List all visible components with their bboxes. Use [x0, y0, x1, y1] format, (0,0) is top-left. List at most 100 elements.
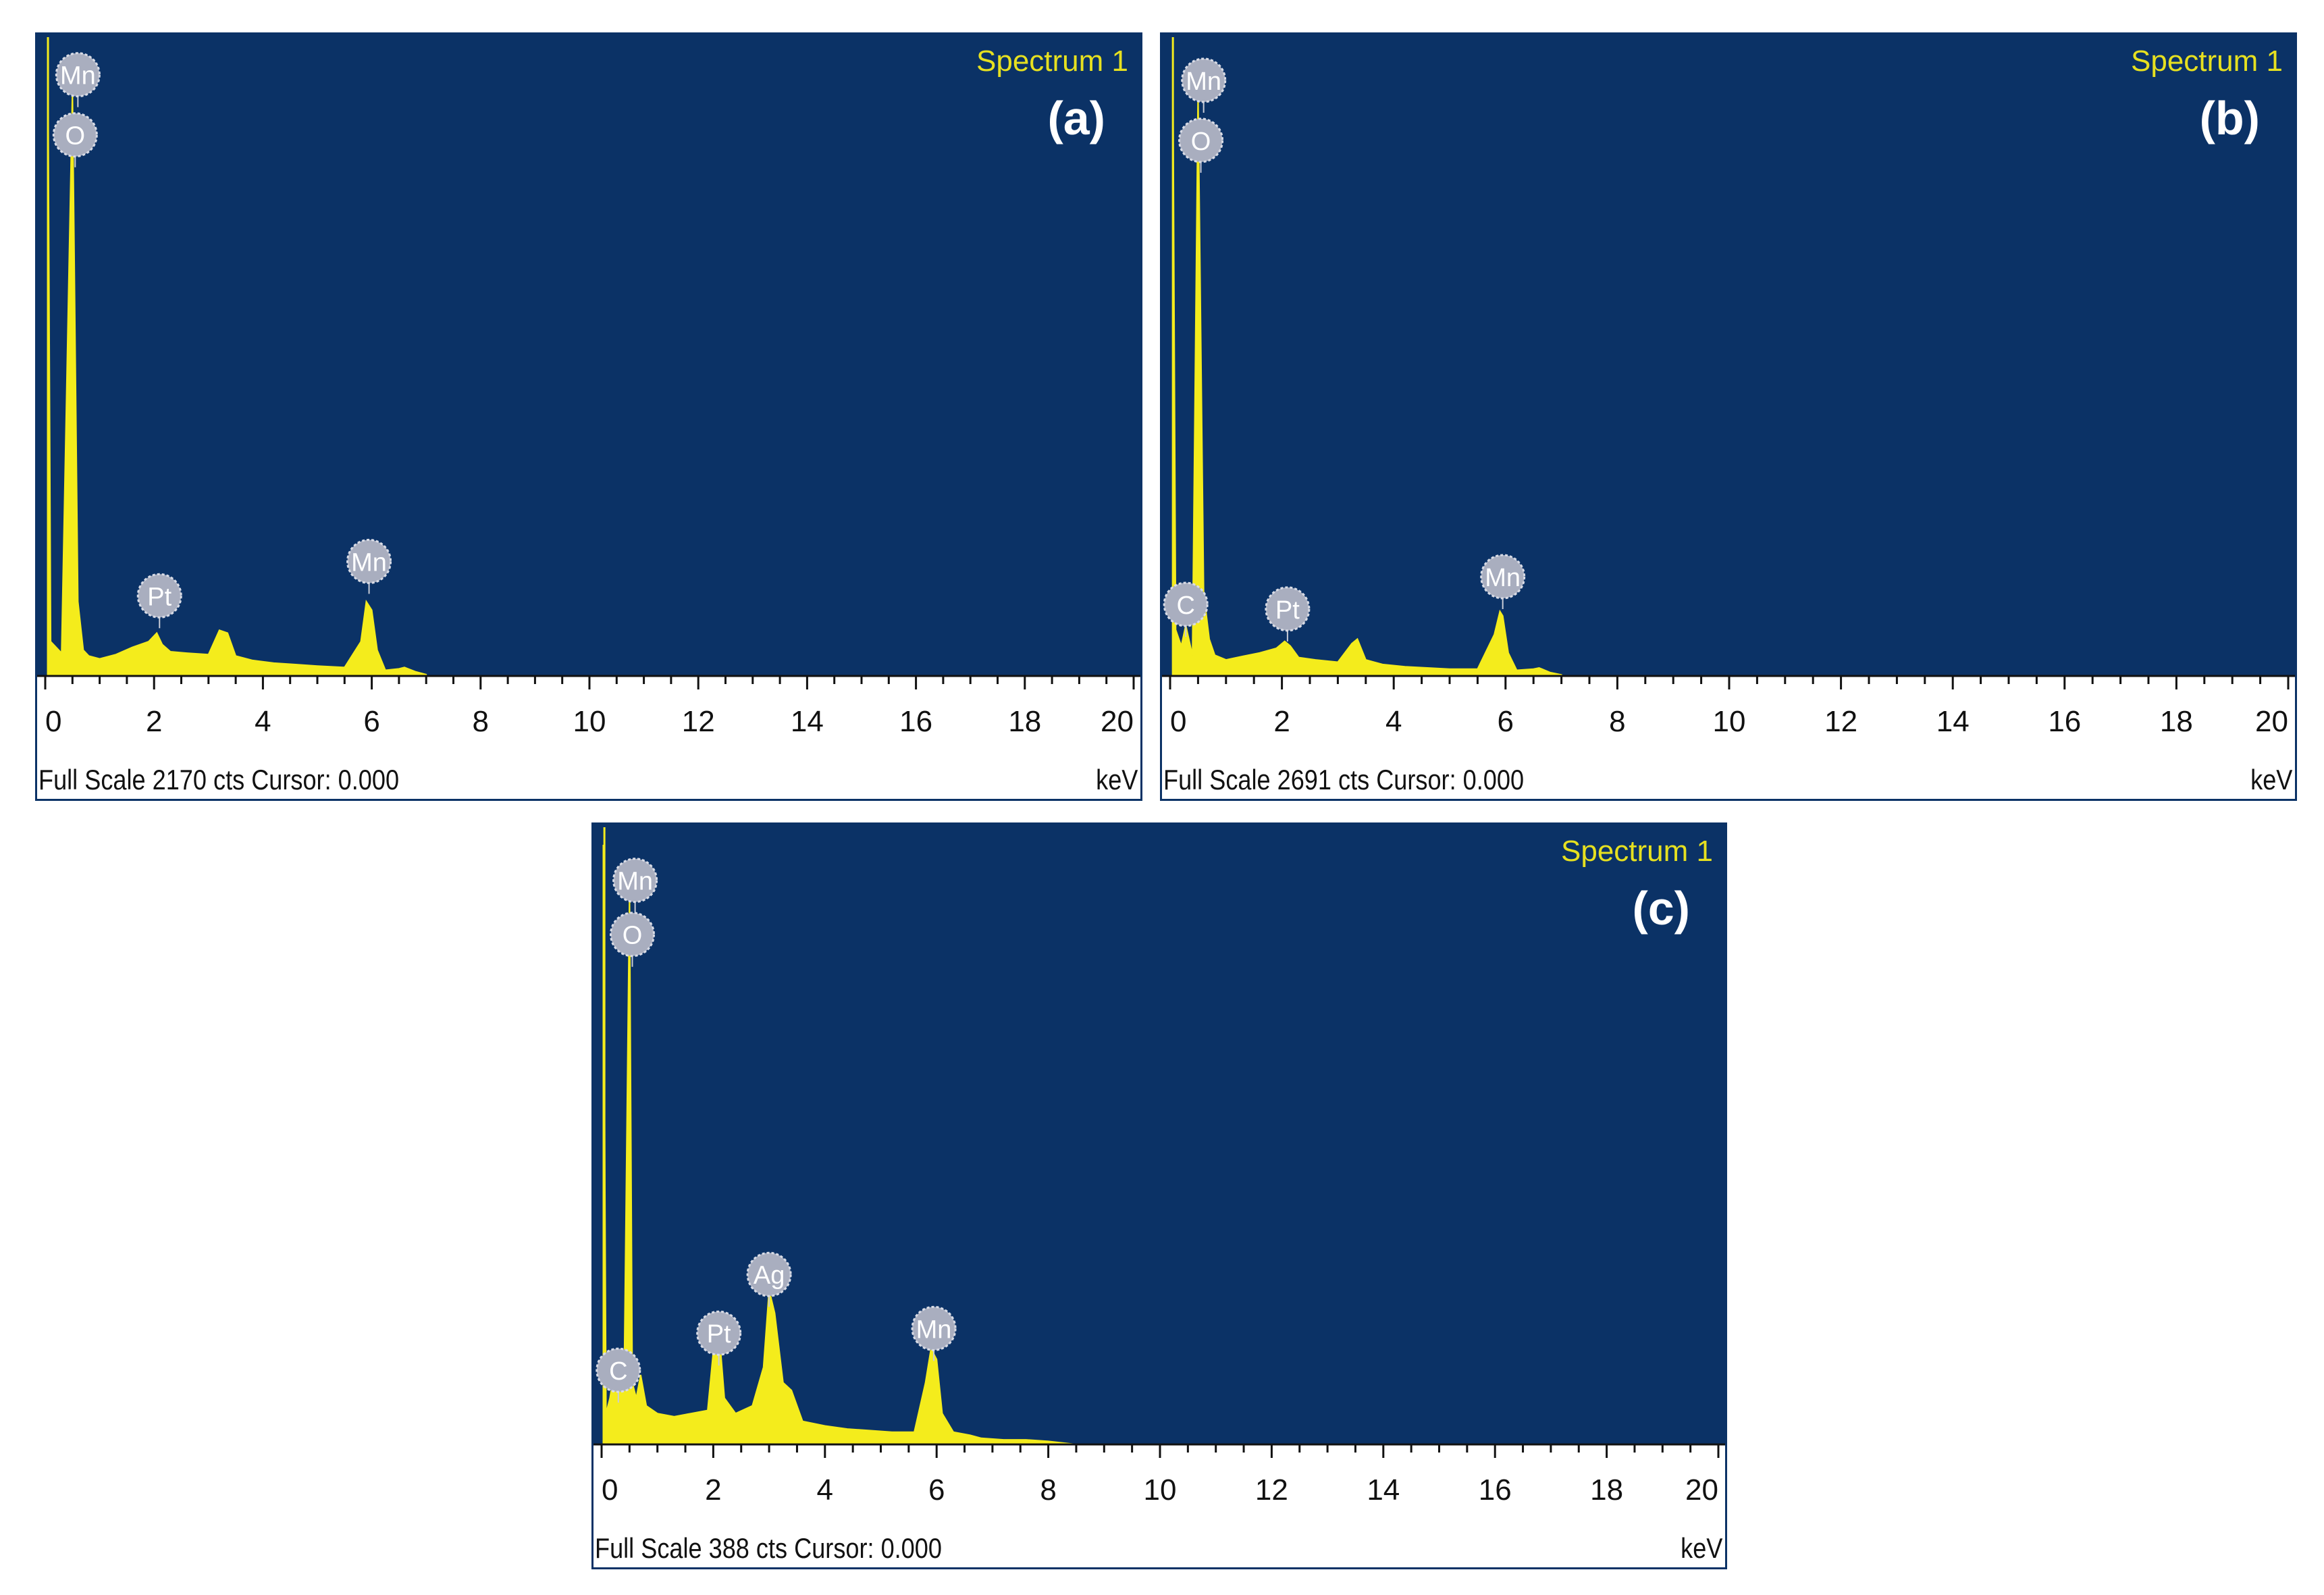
peak-marker-circle [1163, 581, 1209, 627]
peak-label-mn: Mn [1480, 554, 1526, 609]
peak-label-o: O [609, 912, 655, 967]
x-tick-label: 2 [146, 705, 162, 738]
status-text-c: Full Scale 388 cts Cursor: 0.000 [595, 1532, 942, 1564]
peak-element-label: O [65, 122, 86, 151]
x-unit-b: keV [2250, 764, 2292, 795]
x-tick-label: 20 [2255, 705, 2288, 738]
x-tick-label: 20 [1101, 705, 1134, 738]
spectrum-panel-b: Mn O C Pt Mn Spectrum 1 (b) 0 2 4 6 8 10 12 14 16 18 20 F… [1160, 32, 2297, 801]
spectrum-label: Spectrum 1 [2131, 45, 2283, 78]
peak-marker-circle [1178, 117, 1224, 163]
x-tick-label: 16 [2048, 705, 2081, 738]
peak-marker-circle [52, 112, 98, 158]
status-text-a: Full Scale 2170 cts Cursor: 0.000 [38, 764, 400, 795]
peak-element-label: Pt [1275, 596, 1300, 625]
peak-element-label: Mn [1186, 68, 1221, 96]
peak-marker-circle [746, 1251, 792, 1297]
x-tick-label: 12 [682, 705, 715, 738]
peak-label-mn: Mn [911, 1305, 957, 1361]
x-tick-label: 4 [817, 1473, 833, 1507]
peak-element-label: Mn [916, 1315, 952, 1344]
spectrum-panel-a: Mn O Pt Mn Spectrum 1 (a) 0 2 4 6 8 10 12 14 16 18 20 Fu… [35, 32, 1142, 801]
x-tick-label: 20 [1685, 1473, 1718, 1507]
peak-element-label: C [1176, 592, 1194, 620]
peak-marker-circle [596, 1347, 641, 1393]
x-tick-label: 2 [705, 1473, 721, 1507]
peak-label-mn: Mn [55, 52, 101, 107]
spectrum-area [47, 54, 427, 677]
chart-svg-b: Mn O C Pt Mn Spectrum 1 (b) 0 2 4 6 8 10 12 14 16 18 20 [1162, 34, 2295, 738]
peak-element-label: Mn [617, 868, 653, 896]
x-tick-label: 10 [1713, 705, 1746, 738]
x-tick-label: 16 [899, 705, 932, 738]
x-tick-label: 8 [1040, 1473, 1056, 1507]
peak-element-label: O [623, 922, 643, 950]
plot-background [593, 825, 1725, 1444]
x-unit-a: keV [1095, 764, 1138, 795]
x-tick-label: 6 [363, 705, 379, 738]
plot-background [37, 34, 1140, 676]
peak-element-label: C [609, 1357, 627, 1386]
plot-background [1162, 34, 2295, 676]
peak-marker-circle [696, 1310, 742, 1356]
peak-marker-circle [1480, 554, 1526, 600]
peak-label-o: O [52, 112, 98, 167]
status-text-b: Full Scale 2691 cts Cursor: 0.000 [1163, 764, 1525, 795]
peak-label-pt: Pt [696, 1310, 742, 1366]
x-tick-label: 16 [1479, 1473, 1512, 1507]
peak-element-label: Mn [351, 548, 387, 577]
panel-label: (a) [1047, 92, 1105, 145]
peak-label-o: O [1178, 117, 1224, 173]
peak-marker-circle [609, 912, 655, 958]
peak-marker-circle [55, 52, 101, 98]
x-tick-label: 2 [1273, 705, 1290, 738]
peak-label-c: C [596, 1347, 641, 1403]
spectrum-label: Spectrum 1 [1561, 835, 1713, 868]
x-tick-label: 10 [573, 705, 606, 738]
x-tick-label: 12 [1255, 1473, 1288, 1507]
peak-marker-circle [612, 858, 658, 904]
x-tick-label: 18 [1008, 705, 1041, 738]
peak-label-pt: Pt [1265, 586, 1311, 642]
peak-label-ag: Ag [746, 1251, 792, 1307]
x-tick-label: 4 [1385, 705, 1402, 738]
x-tick-label: 18 [1590, 1473, 1623, 1507]
peak-element-label: Mn [60, 62, 96, 90]
peak-marker-circle [136, 573, 182, 619]
spectrum-label: Spectrum 1 [976, 45, 1128, 78]
spectrum-panel-c: Mn O C Pt Ag Mn Spectrum 1 (c) 0 2 4 6 8 10 12 14 16 18 20… [591, 822, 1727, 1569]
peak-label-mn: Mn [612, 858, 658, 913]
peak-element-label: Ag [754, 1261, 785, 1290]
peak-marker-circle [1181, 57, 1227, 103]
panel-label: (b) [2200, 92, 2260, 145]
x-tick-label: 14 [1367, 1473, 1400, 1507]
x-tick-label: 14 [791, 705, 824, 738]
x-tick-label: 8 [473, 705, 489, 738]
x-tick-label: 6 [1498, 705, 1514, 738]
chart-svg-a: Mn O Pt Mn Spectrum 1 (a) 0 2 4 6 8 10 12 14 16 18 20 [37, 34, 1140, 738]
peak-element-label: O [1191, 128, 1211, 156]
panel-label: (c) [1632, 882, 1690, 935]
peak-marker-circle [911, 1305, 957, 1351]
x-unit-c: keV [1680, 1532, 1722, 1564]
peak-label-mn: Mn [1181, 57, 1227, 113]
peak-label-pt: Pt [136, 573, 182, 629]
x-tick-label: 14 [1936, 705, 1970, 738]
x-tick-label: 0 [45, 705, 61, 738]
chart-svg-c: Mn O C Pt Ag Mn Spectrum 1 (c) 0 2 4 6 8 10 12 14 16 18 20 [593, 825, 1725, 1507]
peak-marker-circle [1265, 586, 1311, 632]
peak-element-label: Pt [707, 1320, 731, 1349]
x-tick-label: 0 [1170, 705, 1186, 738]
x-tick-label: 4 [255, 705, 271, 738]
x-tick-label: 18 [2160, 705, 2193, 738]
x-tick-label: 6 [928, 1473, 945, 1507]
x-tick-label: 12 [1824, 705, 1857, 738]
peak-marker-circle [346, 538, 392, 584]
peak-element-label: Pt [147, 583, 171, 611]
x-tick-label: 0 [602, 1473, 618, 1507]
peak-label-mn: Mn [346, 538, 392, 594]
peak-element-label: Mn [1485, 564, 1521, 592]
x-tick-label: 8 [1609, 705, 1625, 738]
peak-label-c: C [1163, 581, 1209, 637]
x-tick-label: 10 [1144, 1473, 1177, 1507]
